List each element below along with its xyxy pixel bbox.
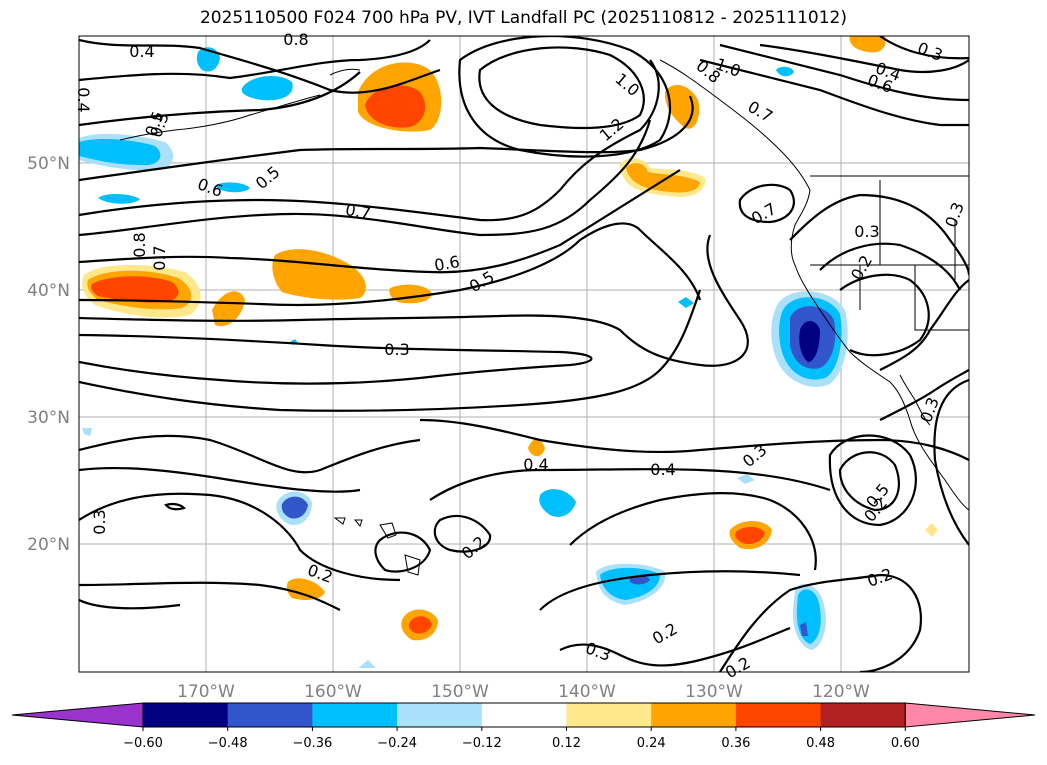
longitude-label: 120°W bbox=[812, 682, 870, 702]
coastlines bbox=[119, 59, 969, 576]
colorbar-tick-label: −0.60 bbox=[123, 736, 163, 751]
latitude-axis: 50°N 40°N 30°N 20°N bbox=[27, 154, 70, 555]
colorbar-extend-min bbox=[11, 702, 144, 728]
latitude-label: 40°N bbox=[27, 281, 70, 301]
colorbar-extend-max bbox=[904, 702, 1036, 728]
map-title: 2025110500 F024 700 hPa PV, IVT Landfall… bbox=[199, 8, 847, 28]
colorbar-outline bbox=[142, 702, 906, 728]
colorbar-tick-label: 0.24 bbox=[637, 736, 666, 751]
longitude-label: 160°W bbox=[304, 682, 362, 702]
colorbar-tick-label: −0.24 bbox=[377, 736, 417, 751]
contour-label: 0.4 bbox=[129, 42, 154, 61]
contour-label: 0.6 bbox=[433, 252, 461, 275]
colorbar-swatch bbox=[735, 703, 822, 727]
contour-label: 0.8 bbox=[130, 232, 149, 257]
latitude-label: 20°N bbox=[27, 535, 70, 555]
map-border bbox=[78, 35, 970, 673]
latitude-label: 30°N bbox=[27, 408, 70, 428]
colorbar-tick-label: −0.12 bbox=[462, 736, 502, 751]
contour-label: 0.7 bbox=[344, 200, 372, 223]
longitude-label: 150°W bbox=[431, 682, 489, 702]
longitude-label: 170°W bbox=[177, 682, 235, 702]
contour-label: 0.3 bbox=[90, 509, 109, 534]
contour-label: 0.4 bbox=[650, 460, 675, 479]
contour-label: 0.3 bbox=[384, 340, 409, 359]
colorbar-swatch bbox=[227, 703, 313, 727]
longitude-axis: 170°W 160°W 150°W 140°W 130°W 120°W bbox=[177, 682, 870, 702]
gridlines bbox=[79, 36, 969, 672]
latitude-label: 50°N bbox=[27, 154, 70, 174]
colorbar-tick-label: 0.60 bbox=[891, 736, 920, 751]
colorbar-tick-label: 0.12 bbox=[552, 736, 581, 751]
colorbar-swatch bbox=[397, 703, 483, 727]
contour-label: 0.4 bbox=[74, 87, 93, 112]
colorbar-tick-label: −0.36 bbox=[292, 736, 332, 751]
contour-label: 0.8 bbox=[283, 30, 308, 49]
longitude-label: 130°W bbox=[685, 682, 743, 702]
colorbar-swatch bbox=[820, 703, 906, 727]
colorbar: −0.60 −0.48 −0.36 −0.24 −0.12 0.12 0.24 0.36 0.4… bbox=[11, 702, 1036, 751]
contour-label: 0.7 bbox=[150, 245, 169, 270]
colorbar-swatch bbox=[651, 703, 737, 727]
colorbar-tick-label: −0.48 bbox=[208, 736, 248, 751]
contour-label: 0.3 bbox=[854, 222, 879, 241]
colorbar-swatch bbox=[312, 703, 398, 727]
contour-label: 0.4 bbox=[523, 455, 548, 474]
longitude-label: 140°W bbox=[558, 682, 616, 702]
colorbar-swatch bbox=[143, 703, 229, 727]
pv-contours bbox=[79, 36, 969, 672]
colorbar-swatch bbox=[481, 703, 567, 727]
colorbar-tick-label: 0.36 bbox=[721, 736, 750, 751]
colorbar-swatch bbox=[566, 703, 652, 727]
colorbar-tick-label: 0.48 bbox=[806, 736, 835, 751]
